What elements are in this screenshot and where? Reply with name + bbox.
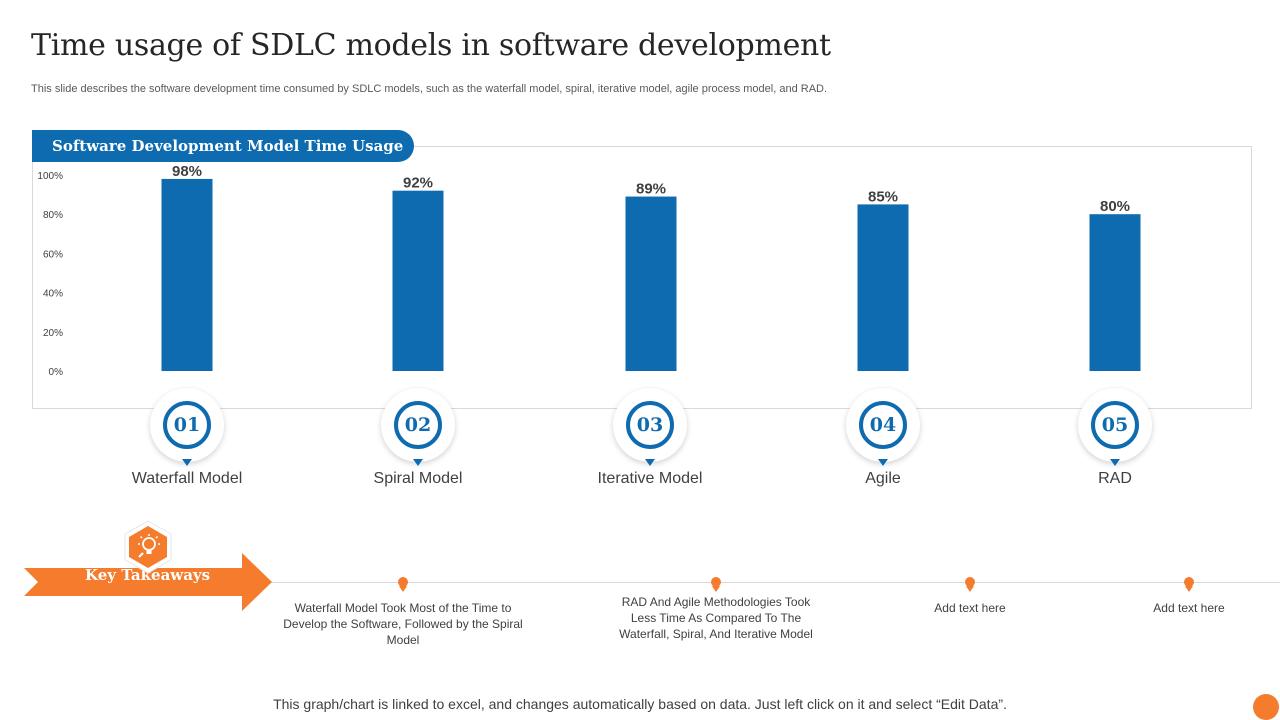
- pin-icon: [965, 577, 975, 587]
- step-label: Iterative Model: [597, 470, 703, 487]
- step-badge: 03: [613, 388, 687, 462]
- step-number: 04: [859, 401, 907, 449]
- takeaway-text: Add text here: [1153, 601, 1225, 615]
- y-tick-label: 80%: [43, 210, 63, 221]
- takeaway-text: RAD And Agile Methodologies Took Less Ti…: [619, 595, 813, 641]
- step-badge: 05: [1078, 388, 1152, 462]
- step-label: Waterfall Model: [131, 470, 243, 487]
- step-label: Agile: [865, 470, 901, 487]
- key-takeaways-label: Key Takeaways: [85, 566, 211, 584]
- bar: [161, 178, 213, 371]
- step-badge: 04: [846, 388, 920, 462]
- bar: [857, 204, 909, 371]
- step-4: 04 Agile: [783, 388, 983, 488]
- y-tick-label: 100%: [37, 171, 63, 182]
- bar: [1089, 214, 1141, 371]
- data-label: 85%: [868, 188, 898, 205]
- step-number: 03: [626, 401, 674, 449]
- data-label: 92%: [403, 175, 433, 192]
- chevron-down-icon: [182, 459, 192, 466]
- chevron-down-icon: [1110, 459, 1120, 466]
- takeaway-1: Waterfall Model Took Most of the Time to…: [278, 577, 528, 648]
- chevron-down-icon: [413, 459, 423, 466]
- step-3: 03 Iterative Model: [550, 388, 750, 488]
- bar-chart[interactable]: 0% 20% 40% 60% 80% 100% 98% 92% 89% 85% 80%: [0, 0, 1280, 400]
- step-number: 05: [1091, 401, 1139, 449]
- decorative-dot: [1253, 694, 1279, 720]
- page-title: Time usage of SDLC models in software de…: [31, 28, 831, 63]
- chart-title-banner: Software Development Model Time Usage: [32, 130, 414, 162]
- data-label: 98%: [172, 163, 202, 180]
- data-label: 89%: [636, 181, 666, 198]
- chevron-down-icon: [645, 459, 655, 466]
- step-label: Spiral Model: [373, 470, 463, 487]
- y-tick-label: 0%: [49, 367, 64, 378]
- takeaway-4: Add text here: [1064, 577, 1280, 616]
- takeaway-text: Add text here: [934, 601, 1006, 615]
- bar: [625, 196, 677, 371]
- takeaway-3: Add text here: [845, 577, 1095, 616]
- takeaway-text: Waterfall Model Took Most of the Time to…: [283, 601, 523, 647]
- pin-tip: [712, 586, 720, 592]
- takeaway-2: RAD And Agile Methodologies Took Less Ti…: [591, 577, 841, 642]
- step-label: RAD: [1098, 470, 1132, 487]
- page-subtitle: This slide describes the software develo…: [31, 83, 828, 95]
- step-5: 05 RAD: [1015, 388, 1215, 488]
- pin-icon: [1184, 577, 1194, 587]
- key-takeaways-arrow: [24, 553, 272, 611]
- y-tick-label: 40%: [43, 289, 63, 300]
- lightbulb-icon: [124, 520, 172, 574]
- step-2: 02 Spiral Model: [318, 388, 518, 488]
- chevron-down-icon: [878, 459, 888, 466]
- pin-tip: [1185, 586, 1193, 592]
- bar: [392, 190, 444, 371]
- pin-icon: [398, 577, 408, 587]
- pin-tip: [399, 586, 407, 592]
- footer-note: This graph/chart is linked to excel, and…: [273, 696, 1007, 712]
- step-badge: 02: [381, 388, 455, 462]
- chart-title: Software Development Model Time Usage: [52, 137, 404, 155]
- step-number: 01: [163, 401, 211, 449]
- y-tick-label: 20%: [43, 328, 63, 339]
- data-label: 80%: [1100, 198, 1130, 215]
- step-badge: 01: [150, 388, 224, 462]
- step-number: 02: [394, 401, 442, 449]
- y-tick-label: 60%: [43, 249, 63, 260]
- pin-tip: [966, 586, 974, 592]
- pin-icon: [711, 577, 721, 587]
- takeaways-divider: [268, 582, 1280, 583]
- step-1: 01 Waterfall Model: [87, 388, 287, 488]
